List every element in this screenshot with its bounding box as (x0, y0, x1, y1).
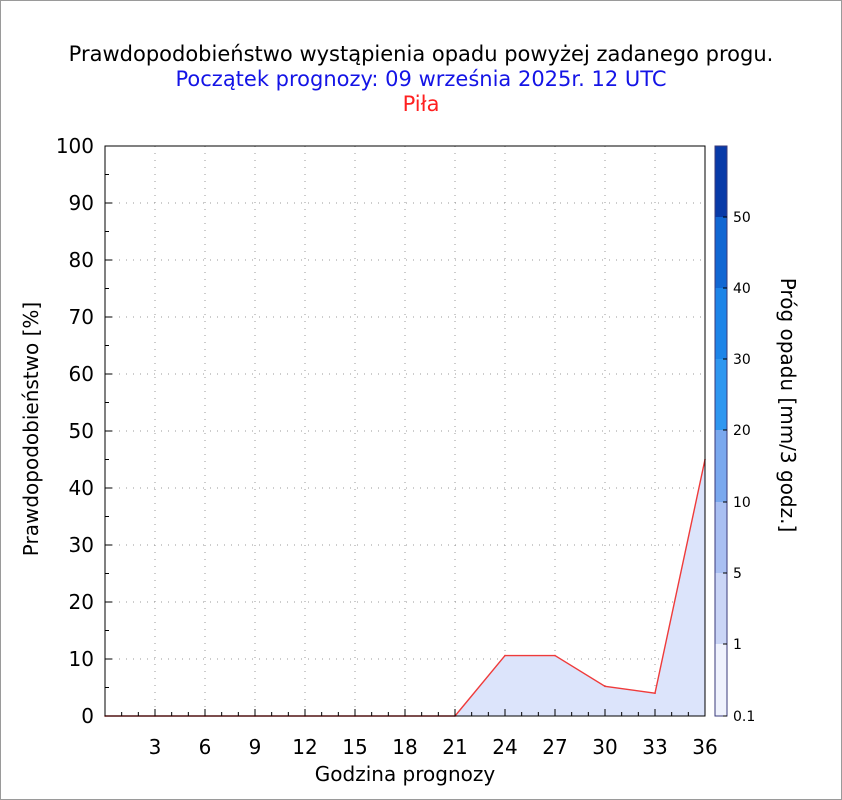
colorbar-segment (715, 359, 727, 430)
colorbar-tick-label: 40 (733, 281, 751, 297)
y-tick-label: 70 (69, 305, 94, 329)
x-tick-label: 27 (542, 735, 567, 759)
grid-lines (105, 146, 705, 716)
y-axis-label: Prawdopodobieństwo [%] (19, 302, 43, 556)
x-tick-label: 33 (642, 735, 667, 759)
x-tick-label: 18 (392, 735, 417, 759)
colorbar-segment (715, 502, 727, 573)
y-tick-label: 100 (56, 134, 94, 158)
y-tick-labels: 0 10 20 30 40 50 60 70 80 90 100 (56, 134, 94, 728)
data-point (604, 685, 606, 688)
colorbar-tick-labels: 0.1 1 5 10 20 30 40 50 (723, 210, 755, 725)
x-tick-label: 6 (199, 735, 212, 759)
y-tick-label: 60 (69, 362, 94, 386)
colorbar-label: Próg opadu [mm/3 godz.] (776, 278, 800, 533)
axis-ticks (104, 145, 706, 717)
colorbar-tick-label: 30 (733, 352, 751, 368)
colorbar-border (714, 145, 728, 717)
chart-title: Prawdopodobieństwo wystąpienia opadu pow… (68, 42, 774, 66)
station-name: Piła (402, 92, 440, 116)
colorbar-tick-label: 5 (733, 566, 742, 582)
colorbar-tick-label: 0.1 (733, 709, 755, 725)
y-tick-label: 20 (69, 590, 94, 614)
data-point (654, 692, 656, 694)
x-tick-label: 12 (292, 735, 317, 759)
x-tick-labels: 3 6 9 12 15 18 21 24 27 30 33 36 (149, 735, 718, 759)
plot-border (104, 145, 706, 717)
y-tick-label: 40 (69, 476, 94, 500)
y-tick-label: 80 (69, 248, 94, 272)
colorbar-segment (715, 217, 727, 288)
colorbar-tick-label: 10 (733, 495, 751, 511)
x-tick-label: 24 (492, 735, 517, 759)
y-tick-label: 0 (81, 704, 94, 728)
x-tick-label: 36 (692, 735, 717, 759)
colorbar-segment (715, 288, 727, 359)
x-tick-label: 3 (149, 735, 162, 759)
colorbar-segment (715, 644, 727, 716)
x-tick-label: 9 (249, 735, 262, 759)
x-tick-label: 15 (342, 735, 367, 759)
colorbar-tick-label: 20 (733, 423, 751, 439)
y-tick-label: 90 (69, 191, 94, 215)
chart-subtitle: Początek prognozy: 09 września 2025r. 12… (175, 67, 667, 91)
data-point (554, 654, 556, 657)
colorbar-segment (715, 573, 727, 644)
colorbar (714, 145, 728, 717)
y-tick-label: 10 (69, 647, 94, 671)
data-point (504, 654, 506, 657)
x-tick-label: 30 (592, 735, 617, 759)
colorbar-tick-label: 1 (733, 637, 742, 653)
y-tick-label: 30 (69, 533, 94, 557)
y-tick-label: 50 (69, 419, 94, 443)
colorbar-segment (715, 430, 727, 502)
x-tick-label: 21 (442, 735, 467, 759)
colorbar-tick-label: 50 (733, 210, 751, 226)
colorbar-segment (715, 146, 727, 217)
x-axis-label: Godzina prognozy (315, 762, 496, 786)
